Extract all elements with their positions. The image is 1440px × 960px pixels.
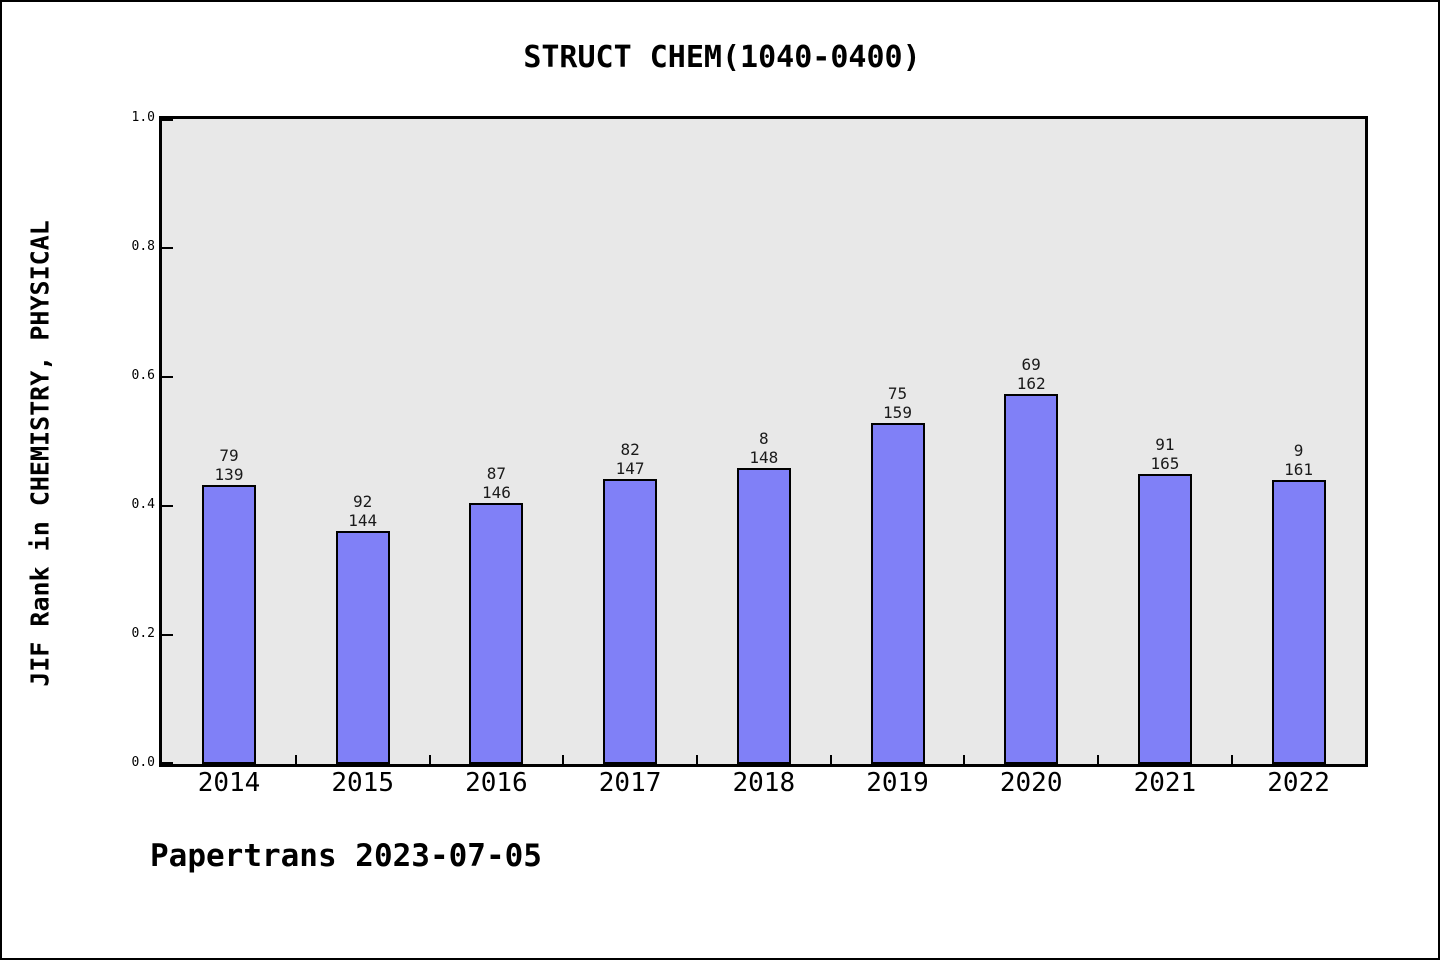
bar-2019 <box>870 423 925 764</box>
x-axis-minor-tick <box>829 755 832 764</box>
y-tick-label: 0.4 <box>131 497 155 512</box>
bar-value-label: 92 144 <box>293 492 433 530</box>
x-axis-minor-tick <box>428 755 431 764</box>
bar-2014 <box>202 485 256 764</box>
bar-value-label: 69 162 <box>961 355 1101 393</box>
x-axis-minor-tick <box>562 755 565 764</box>
y-tick-label: 1.0 <box>131 110 155 125</box>
x-tick-label: 2021 <box>1133 768 1197 798</box>
bar-total-value: 148 <box>749 448 779 467</box>
x-tick-label: 2019 <box>866 768 929 798</box>
y-axis-tick <box>162 634 173 636</box>
bar-2018 <box>736 468 791 764</box>
y-axis-tick <box>162 762 173 764</box>
y-tick-label: 0.2 <box>131 626 155 641</box>
bar-2022 <box>1271 480 1326 764</box>
x-axis-minor-tick <box>695 755 698 764</box>
bar-value-label: 82 147 <box>560 440 700 478</box>
x-axis-minor-tick <box>1230 755 1233 764</box>
y-axis-tick <box>162 247 173 249</box>
y-tick-label: 0.0 <box>131 755 155 770</box>
plot-area: 79 139 92 144 87 146 82 147 8 148 75 159 69 162 91 165 9… <box>159 116 1368 767</box>
bar-total-value: 146 <box>481 483 511 502</box>
bar-rank-value: 92 <box>353 492 373 511</box>
chart-title: STRUCT CHEM(1040-0400) <box>523 40 921 75</box>
footer-watermark: Papertrans 2023-07-05 <box>150 838 542 874</box>
x-tick-label: 2018 <box>732 768 796 798</box>
bar-value-label: 91 165 <box>1095 435 1235 473</box>
bar-2017 <box>603 479 658 764</box>
bar-rank-value: 9 <box>1293 441 1304 460</box>
x-tick-label: 2014 <box>197 768 261 798</box>
bar-rank-value: 91 <box>1155 435 1175 454</box>
bar-rank-value: 79 <box>219 446 239 465</box>
y-axis-tick <box>162 119 173 121</box>
x-axis-minor-tick <box>963 755 966 764</box>
y-tick-label: 0.8 <box>131 239 155 254</box>
x-tick-label: 2022 <box>1267 768 1330 798</box>
bar-total-value: 139 <box>214 465 244 484</box>
x-tick-label: 2017 <box>598 768 662 798</box>
bar-2020 <box>1004 394 1059 764</box>
y-tick-label: 0.6 <box>131 368 155 383</box>
bar-value-label: 9 161 <box>1229 441 1369 479</box>
bar-total-value: 159 <box>883 403 912 422</box>
bar-value-label: 8 148 <box>694 429 834 467</box>
bar-total-value: 147 <box>615 459 645 478</box>
bar-2015 <box>335 531 390 764</box>
x-tick-label: 2015 <box>331 768 394 798</box>
bar-total-value: 162 <box>1016 374 1046 393</box>
bar-2016 <box>469 503 524 764</box>
x-axis-minor-tick <box>1097 755 1100 764</box>
bar-value-label: 79 139 <box>159 446 299 484</box>
bar-total-value: 165 <box>1150 454 1180 473</box>
bar-rank-value: 87 <box>486 464 507 483</box>
bar-total-value: 144 <box>348 511 378 530</box>
bar-rank-value: 8 <box>758 429 769 448</box>
bar-value-label: 87 146 <box>426 464 566 502</box>
x-axis-minor-tick <box>294 755 297 764</box>
y-axis-tick <box>162 505 173 507</box>
x-tick-label: 2016 <box>465 768 528 798</box>
bar-rank-value: 69 <box>1021 355 1041 374</box>
y-axis-label: JIF Rank in CHEMISTRY, PHYSICAL <box>25 220 55 687</box>
bar-rank-value: 82 <box>620 440 640 459</box>
bar-value-label: 75 159 <box>828 384 968 422</box>
bar-rank-value: 75 <box>887 384 908 403</box>
bar-2021 <box>1137 474 1192 764</box>
bar-total-value: 161 <box>1284 460 1314 479</box>
x-tick-label: 2020 <box>999 768 1063 798</box>
y-axis-tick <box>162 376 173 378</box>
